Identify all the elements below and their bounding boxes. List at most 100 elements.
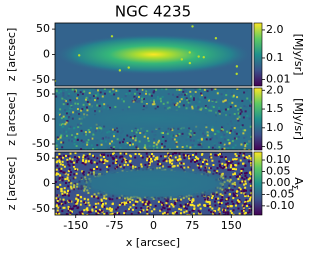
noise: [57, 138, 60, 141]
noise: [63, 171, 66, 174]
noise: [85, 95, 88, 98]
noise: [191, 209, 194, 212]
y-tick-label: -50: [32, 202, 50, 215]
noise: [164, 155, 167, 158]
noise: [59, 170, 62, 173]
noise: [131, 208, 134, 211]
noise: [216, 91, 219, 94]
noise: [55, 197, 58, 200]
noise: [235, 190, 238, 193]
noise: [185, 138, 188, 141]
noise: [55, 144, 58, 147]
noise: [56, 209, 59, 212]
noise: [242, 205, 245, 208]
noise: [171, 153, 174, 156]
noise: [137, 147, 140, 150]
noise: [60, 117, 63, 120]
noise: [196, 164, 199, 167]
noise: [151, 101, 154, 104]
noise: [55, 172, 58, 175]
noise: [67, 205, 70, 208]
image-panel: [55, 88, 252, 150]
noise: [244, 182, 247, 185]
noise: [90, 105, 93, 108]
noise: [87, 138, 90, 141]
noise: [232, 95, 235, 98]
title: NGC 4235: [115, 3, 191, 21]
noise: [228, 142, 231, 145]
noise: [67, 155, 70, 158]
noise: [164, 139, 167, 142]
noise: [137, 91, 140, 94]
x-axis-label: x [arcsec]: [126, 236, 180, 249]
noise: [180, 98, 183, 101]
noise: [161, 95, 164, 98]
noise: [73, 165, 76, 168]
noise: [230, 142, 233, 145]
noise: [122, 158, 125, 161]
noise: [86, 209, 89, 212]
noise: [140, 154, 143, 157]
noise: [221, 96, 224, 99]
noise: [246, 114, 249, 117]
noise: [123, 163, 126, 166]
noise: [150, 147, 153, 150]
noise: [209, 138, 212, 141]
noise: [89, 137, 92, 140]
noise: [221, 162, 224, 165]
noise: [172, 102, 175, 105]
noise: [245, 156, 248, 159]
noise: [160, 163, 163, 166]
noise: [200, 146, 203, 149]
noise: [67, 189, 70, 192]
noise: [88, 92, 91, 95]
noise: [221, 198, 224, 201]
noise: [115, 160, 118, 163]
noise: [189, 135, 192, 138]
noise: [113, 135, 116, 138]
noise: [224, 99, 227, 102]
noise: [139, 211, 142, 214]
noise: [186, 214, 189, 215]
noise: [88, 131, 91, 134]
noise: [76, 200, 79, 203]
noise: [132, 139, 135, 142]
galaxy-disk: [55, 34, 252, 75]
noise: [185, 145, 188, 148]
noise: [178, 152, 181, 155]
noise: [249, 196, 252, 199]
noise: [244, 145, 247, 148]
noise: [217, 201, 220, 204]
noise: [110, 209, 113, 212]
noise: [249, 194, 252, 197]
noise: [68, 164, 71, 167]
noise: [70, 210, 73, 213]
noise: [75, 98, 78, 101]
noise: [231, 168, 234, 171]
noise: [217, 131, 220, 134]
noise: [56, 199, 59, 202]
colorbar-label-text: A: [292, 177, 305, 185]
noise: [121, 203, 124, 206]
noise: [146, 147, 149, 150]
noise: [160, 88, 163, 91]
noise: [224, 163, 227, 166]
noise: [210, 211, 213, 214]
noise: [172, 205, 175, 208]
noise: [71, 158, 74, 161]
noise: [56, 136, 59, 139]
noise: [137, 101, 140, 104]
noise: [144, 132, 147, 135]
noise: [126, 141, 129, 144]
noise: [145, 94, 148, 97]
noise: [242, 154, 245, 157]
y-axis-label: z [arcsec]: [5, 92, 18, 145]
noise: [82, 140, 85, 143]
noise: [110, 146, 113, 149]
noise: [219, 153, 222, 156]
noise: [91, 208, 94, 211]
colorbar: [253, 87, 263, 151]
noise: [138, 153, 141, 156]
noise: [205, 200, 208, 203]
noise: [100, 199, 103, 202]
